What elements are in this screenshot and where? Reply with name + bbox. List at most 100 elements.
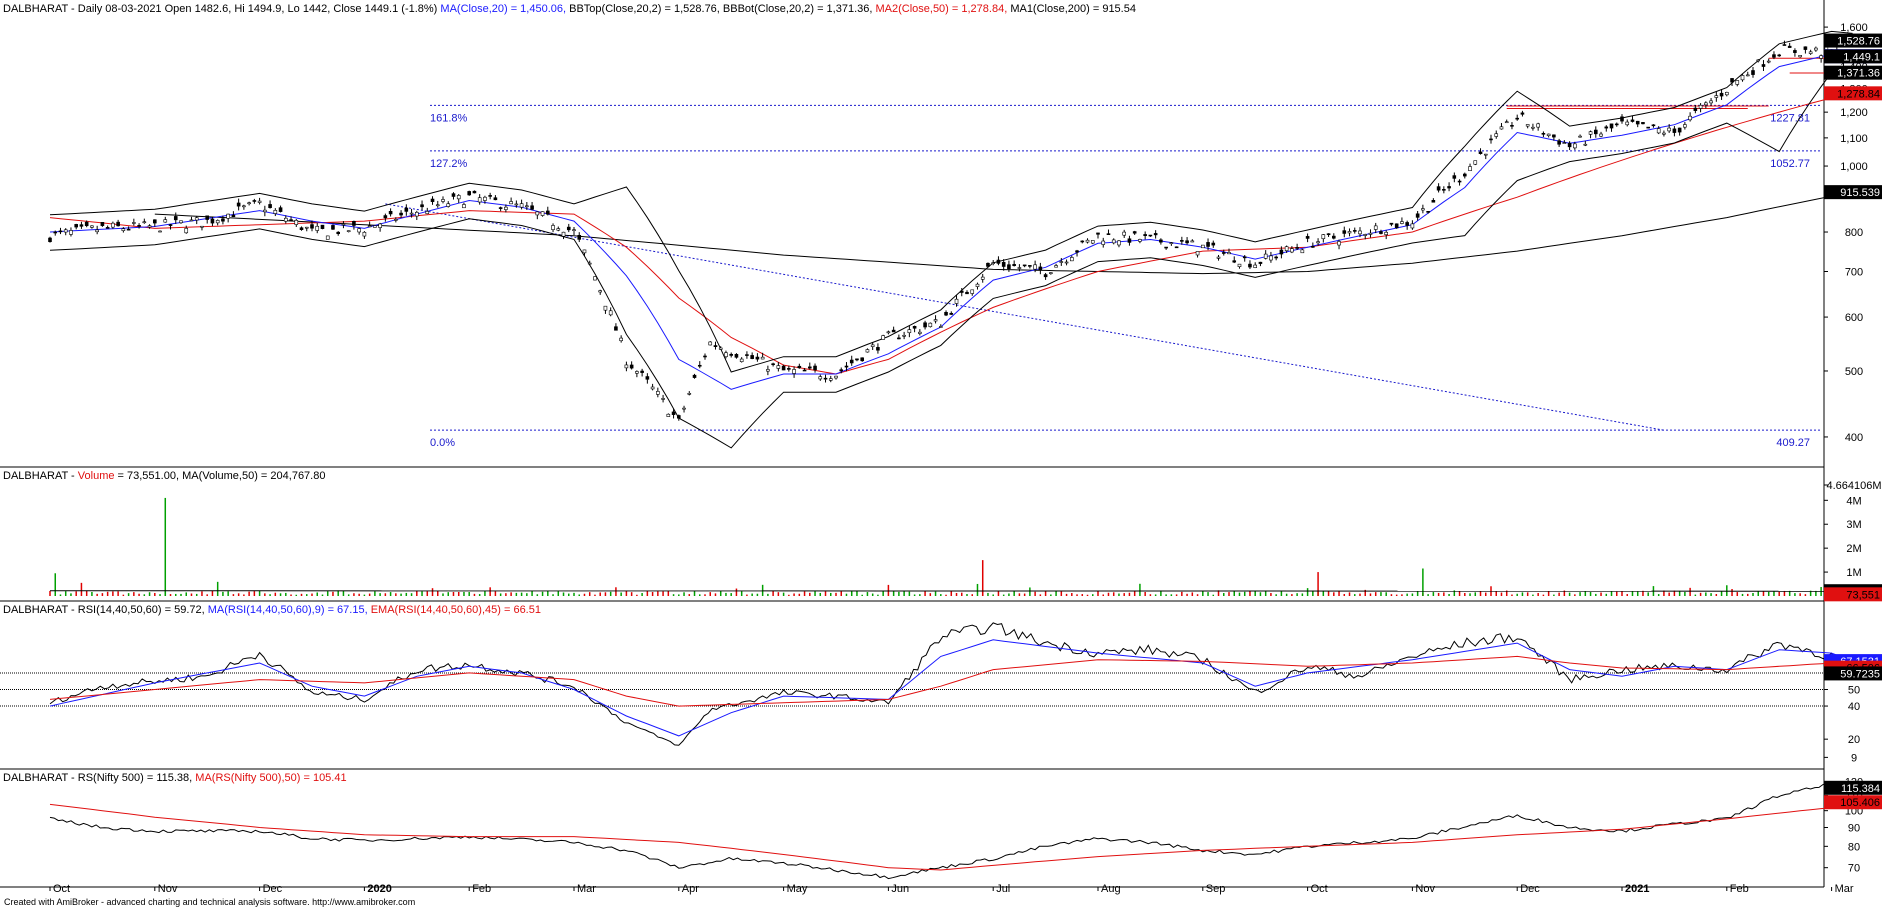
candle-body: [656, 391, 660, 395]
value-label: 1,528.76: [1837, 36, 1880, 48]
candle-body: [1117, 240, 1121, 246]
candle-body: [231, 214, 236, 218]
value-label-box: [1824, 65, 1882, 80]
price-panel-title: DALBHARAT - Daily 08-03-2021 Open 1482.6…: [3, 3, 1136, 15]
candle-body: [986, 262, 990, 267]
candle-body: [1237, 263, 1242, 267]
candle-body: [257, 200, 262, 203]
candle-body: [1552, 134, 1556, 138]
candle-body: [865, 349, 870, 353]
candle-body: [1421, 208, 1425, 211]
candle-body: [383, 215, 388, 219]
candle-body: [556, 228, 561, 231]
candle-body: [409, 212, 414, 215]
candle-body: [1227, 252, 1231, 255]
candle-body: [446, 203, 451, 207]
value-label-box: [1824, 49, 1882, 64]
candle-body: [671, 411, 676, 415]
candle-body: [1751, 70, 1755, 75]
candle-body: [828, 378, 833, 381]
candle-body: [1033, 264, 1037, 270]
candle-body: [1709, 100, 1713, 104]
candle-body: [891, 329, 896, 333]
candle-body: [676, 415, 681, 419]
candle-body: [373, 225, 377, 228]
candle-body: [1321, 234, 1326, 240]
candle-body: [1111, 239, 1116, 244]
candle-body: [498, 207, 503, 209]
candle-body: [1138, 239, 1142, 242]
fib-level-value: 1227.81: [1770, 112, 1810, 124]
candle-body: [1766, 60, 1771, 63]
candle-body: [687, 392, 692, 395]
candle-body: [1546, 133, 1551, 136]
candle-body: [1389, 222, 1394, 225]
candle-body: [1662, 132, 1666, 135]
candle-body: [1536, 123, 1540, 128]
candle-body: [1080, 240, 1085, 243]
candle-body: [1064, 261, 1069, 264]
candle-body: [1698, 104, 1703, 109]
candle-body: [1625, 121, 1630, 126]
candle-body: [215, 220, 220, 224]
y-tick-label: 90: [1848, 823, 1860, 835]
candle-body: [991, 262, 996, 264]
candle-body: [1195, 251, 1200, 256]
candle-body: [1442, 189, 1446, 191]
candle-body: [1730, 78, 1734, 83]
candle-body: [289, 219, 293, 221]
candle-body: [1656, 128, 1661, 134]
candle-body: [1169, 242, 1174, 244]
candle-body: [352, 220, 356, 226]
candle-body: [467, 191, 472, 196]
candle-body: [776, 365, 781, 369]
candle-body: [283, 217, 288, 222]
value-label: 1,371.36: [1837, 68, 1880, 80]
candle-body: [1001, 262, 1006, 267]
candle-body: [1599, 133, 1603, 137]
candle-body: [111, 222, 115, 228]
candle-body: [310, 224, 314, 229]
candle-body: [1541, 132, 1546, 135]
candle-body: [1614, 123, 1619, 126]
candle-body: [1635, 120, 1640, 125]
candle-body: [1646, 126, 1650, 129]
y-tick-label: 3M: [1846, 519, 1861, 531]
candle-body: [1174, 246, 1179, 249]
candle-body: [493, 197, 498, 201]
candle-body: [650, 386, 655, 390]
candle-body: [834, 375, 838, 379]
candle-body: [362, 231, 367, 237]
candle-body: [1410, 223, 1415, 229]
candle-body: [1719, 92, 1724, 97]
candle-body: [855, 358, 859, 361]
candle-body: [1499, 126, 1504, 130]
candle-body: [1090, 240, 1095, 244]
candle-body: [797, 365, 802, 369]
candle-body: [273, 210, 278, 214]
candle-body: [1588, 131, 1593, 135]
candle-body: [1604, 126, 1609, 129]
candle-body: [158, 230, 162, 233]
candle-body: [713, 345, 718, 348]
candle-body: [116, 221, 120, 227]
candle-body: [1531, 126, 1535, 129]
x-tick-label: Nov: [158, 883, 178, 895]
x-tick-label: Jul: [996, 883, 1010, 895]
candle-body: [1693, 107, 1698, 111]
candle-body: [1075, 250, 1079, 253]
y-tick-label: 50: [1848, 685, 1860, 697]
candle-body: [949, 312, 954, 315]
candle-body: [781, 365, 786, 371]
candle-body: [1777, 54, 1781, 57]
y-tick-label: 600: [1845, 312, 1863, 324]
value-label: 115.384: [1841, 783, 1880, 795]
x-tick-label: 2021: [1625, 883, 1649, 895]
candle-body: [1478, 151, 1483, 154]
y-tick-label: 2M: [1846, 543, 1861, 555]
candle-body: [1342, 230, 1347, 234]
candle-body: [1436, 186, 1441, 191]
y-tick-label: 1,200: [1840, 107, 1868, 119]
candle-body: [236, 202, 241, 207]
